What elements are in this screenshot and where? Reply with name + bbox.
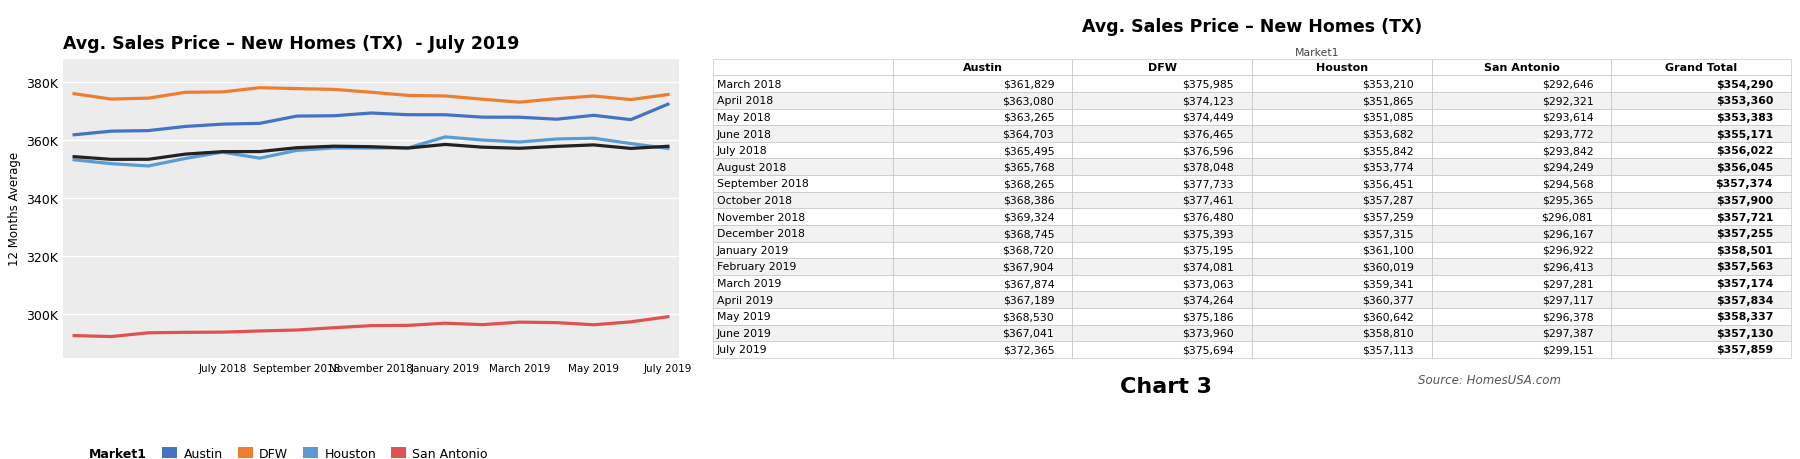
Text: Chart 3: Chart 3	[1120, 376, 1211, 396]
Text: Source: HomesUSA.com: Source: HomesUSA.com	[1418, 373, 1561, 386]
Text: Avg. Sales Price – New Homes (TX)  - July 2019: Avg. Sales Price – New Homes (TX) - July…	[63, 34, 520, 53]
Text: Avg. Sales Price – New Homes (TX): Avg. Sales Price – New Homes (TX)	[1082, 18, 1422, 36]
Text: Market1: Market1	[1294, 48, 1339, 58]
Legend: Market1, Austin, DFW, Houston, San Antonio: Market1, Austin, DFW, Houston, San Anton…	[63, 442, 493, 459]
Y-axis label: 12 Months Average: 12 Months Average	[7, 152, 20, 266]
